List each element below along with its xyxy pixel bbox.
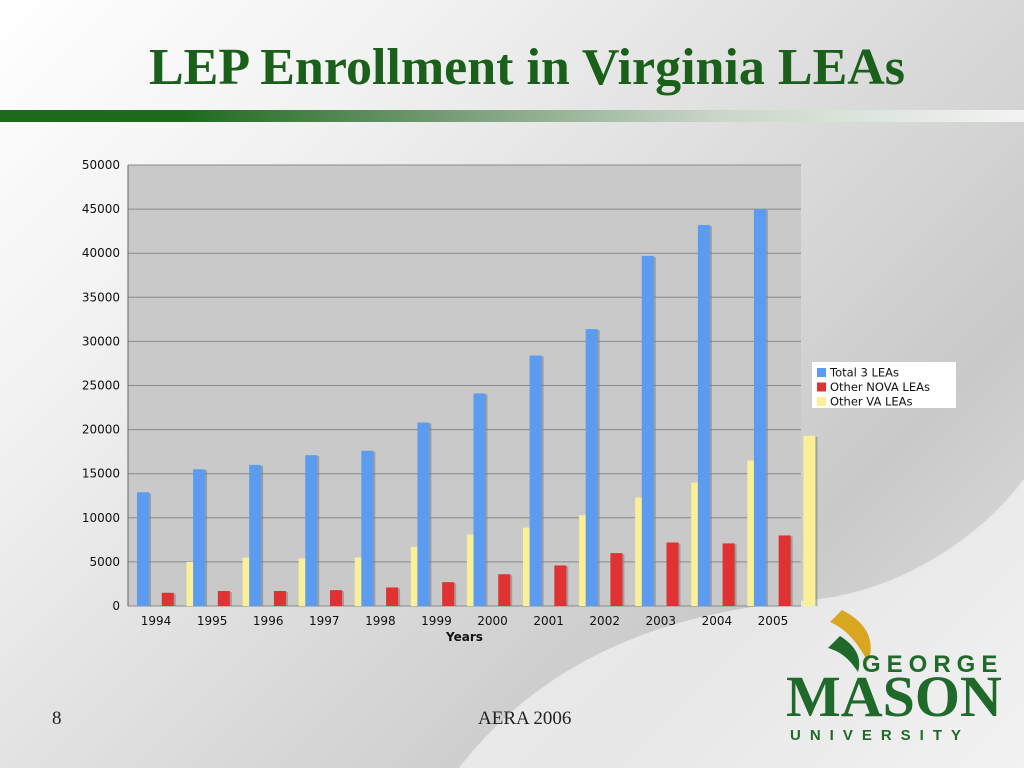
y-tick-label: 25000 [82, 379, 120, 393]
bar-other-nova-leas-1999 [442, 582, 455, 606]
bar-total-3-leas-1996 [249, 464, 262, 606]
bar-other-nova-leas-1994 [161, 592, 174, 606]
bar-other-nova-leas-1995 [217, 591, 230, 606]
footer-text: AERA 2006 [478, 708, 572, 729]
y-tick-label: 40000 [82, 246, 120, 260]
bar-total-3-leas-2001 [529, 355, 542, 606]
slide-title: LEP Enrollment in Virginia LEAs [148, 39, 906, 96]
legend-label: Other VA LEAs [830, 395, 913, 409]
x-tick-label: 1995 [197, 614, 228, 628]
y-tick-label: 35000 [82, 290, 120, 304]
bar-total-3-leas-1997 [305, 455, 318, 606]
bar-other-nova-leas-2005 [778, 535, 791, 606]
logo-laurel-icon [830, 610, 871, 662]
bar-other-nova-leas-1998 [386, 587, 399, 606]
x-tick-label: 2003 [646, 614, 677, 628]
x-tick-label: 2002 [589, 614, 620, 628]
bar-total-3-leas-1994 [137, 492, 149, 606]
x-tick-label: 2005 [758, 614, 789, 628]
legend-label: Other NOVA LEAs [830, 380, 930, 394]
bar-chart: 0 5000 10000 15000 20000 25000 30000 35000 40000… [82, 158, 956, 644]
title-divider [0, 110, 1024, 122]
bar-total-3-leas-2002 [585, 329, 598, 606]
bar-total-3-leas-1999 [417, 422, 430, 606]
x-axis-label: Years [445, 630, 483, 644]
x-tick-label: 1999 [421, 614, 452, 628]
bar-total-3-leas-1995 [193, 469, 206, 606]
bar-total-3-leas-2005 [753, 209, 766, 606]
y-tick-label: 0 [112, 599, 120, 613]
y-tick-label: 45000 [82, 202, 120, 216]
bar-other-nova-leas-1996 [273, 591, 286, 606]
legend-label: Total 3 LEAs [829, 366, 899, 380]
x-tick-label: 2004 [702, 614, 733, 628]
bar-other-nova-leas-2003 [666, 542, 679, 606]
legend [812, 362, 956, 408]
x-tick-label: 1998 [365, 614, 396, 628]
legend-swatch [817, 397, 826, 406]
y-tick-label: 5000 [89, 555, 120, 569]
y-tick-label: 50000 [82, 158, 120, 172]
x-tick-label: 1996 [253, 614, 284, 628]
bar-other-nova-leas-2001 [554, 565, 567, 606]
bar-other-nova-leas-1997 [330, 590, 342, 606]
x-tick-label: 2000 [477, 614, 508, 628]
bar-total-3-leas-2000 [473, 393, 486, 606]
x-tick-label: 1994 [141, 614, 172, 628]
bar-other-nova-leas-2004 [722, 543, 735, 606]
bar-other-nova-leas-2000 [498, 574, 511, 606]
bar-total-3-leas-1998 [361, 450, 374, 606]
bar-total-3-leas-2003 [641, 255, 654, 606]
x-tick-label: 2001 [533, 614, 564, 628]
chart-container: 0 5000 10000 15000 20000 25000 30000 35000 40000… [60, 150, 970, 650]
logo-george: GEORGE [862, 651, 1003, 678]
legend-swatch [817, 382, 826, 392]
x-tick-label: 1997 [309, 614, 340, 628]
slide-number: 8 [52, 708, 62, 729]
bar-other-va-leas-2005 [803, 435, 816, 606]
bar-other-nova-leas-2002 [610, 553, 623, 606]
logo-university: UNIVERSITY [790, 727, 970, 744]
bar-total-3-leas-2004 [697, 224, 710, 606]
y-tick-label: 10000 [82, 511, 120, 525]
george-mason-logo: GEORGE MASON UNIVERSITY [786, 610, 1003, 744]
y-tick-label: 30000 [82, 334, 120, 348]
logo-mason: MASON [786, 664, 1002, 729]
y-tick-label: 15000 [82, 467, 120, 481]
y-tick-label: 20000 [82, 423, 120, 437]
legend-swatch [817, 368, 826, 377]
